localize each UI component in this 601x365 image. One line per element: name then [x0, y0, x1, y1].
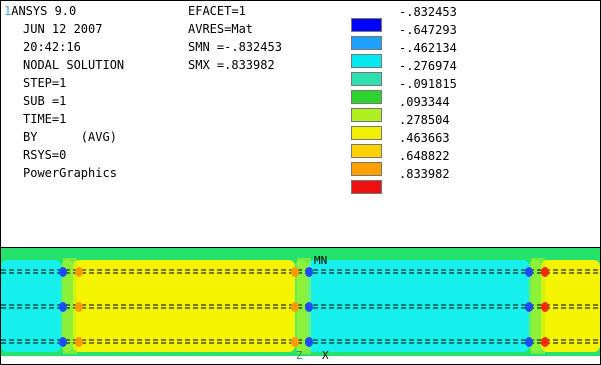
- info-smx: SMX =.833982: [188, 58, 275, 72]
- info-efacet: EFACET=1: [188, 4, 246, 18]
- legend-swatch: [351, 108, 382, 122]
- info-rsys: RSYS=0: [23, 148, 67, 162]
- info-avres: AVRES=Mat: [188, 22, 254, 36]
- contour-hotspot: [541, 267, 549, 277]
- legend-value: .093344: [399, 95, 450, 109]
- contour-hotspot: [541, 302, 549, 312]
- info-averaging: BY (AVG): [23, 130, 117, 144]
- info-time: 20:42:16: [23, 40, 81, 54]
- legend-value: -.647293: [399, 23, 457, 37]
- axis-z-label: Z: [296, 349, 303, 362]
- legend-value: -.276974: [399, 59, 457, 73]
- contour-hotspot: [305, 337, 313, 347]
- nodal-solution-plot: MN Z X: [1, 248, 600, 364]
- legend-swatch: [351, 162, 382, 176]
- contour-transition: [297, 258, 311, 354]
- legend-swatch: [351, 18, 382, 32]
- contour-hotspot: [59, 337, 67, 347]
- contour-hotspot: [291, 267, 299, 277]
- contour-hotspot: [525, 337, 533, 347]
- contour-hotspot: [291, 337, 299, 347]
- plot-bottom-strip: [1, 356, 600, 364]
- contour-hotspot: [75, 337, 83, 347]
- contour-hotspot: [75, 267, 83, 277]
- info-powergraphics: PowerGraphics: [23, 166, 117, 180]
- min-marker-label: MN: [314, 254, 328, 267]
- contour-plot-canvas: [1, 248, 600, 364]
- contour-transition: [531, 258, 545, 354]
- title-line: 1ANSYS 9.0: [4, 4, 76, 18]
- axis-x-label: X: [322, 349, 329, 362]
- legend-swatch: [351, 72, 382, 86]
- contour-band: [307, 260, 529, 352]
- window-number: 1: [4, 4, 12, 18]
- legend-swatch: [351, 144, 382, 158]
- legend-swatch: [351, 180, 382, 194]
- legend-value: -.462134: [399, 41, 457, 55]
- info-step: STEP=1: [23, 76, 67, 90]
- legend-value: -.832453: [399, 5, 457, 19]
- contour-transition: [63, 258, 77, 354]
- info-smn: SMN =-.832453: [188, 40, 282, 54]
- legend-value: .648822: [399, 149, 450, 163]
- plot-info-panel: 1ANSYS 9.0 JUN 12 2007 20:42:16 NODAL SO…: [1, 1, 600, 248]
- legend-swatch: [351, 36, 382, 50]
- legend-value: -.091815: [399, 77, 457, 91]
- contour-band: [1, 260, 61, 352]
- info-date: JUN 12 2007: [23, 22, 103, 36]
- contour-hotspot: [59, 267, 67, 277]
- program-name: ANSYS 9.0: [11, 4, 77, 18]
- contour-hotspot: [291, 302, 299, 312]
- info-time-value: TIME=1: [23, 112, 67, 126]
- legend-swatch: [351, 90, 382, 104]
- contour-hotspot: [305, 267, 313, 277]
- contour-hotspot: [75, 302, 83, 312]
- contour-hotspot: [525, 267, 533, 277]
- legend-swatch: [351, 126, 382, 140]
- contour-hotspot: [525, 302, 533, 312]
- contour-band: [541, 260, 600, 352]
- contour-hotspot: [541, 337, 549, 347]
- legend-value: .278504: [399, 113, 450, 127]
- contour-band: [73, 260, 295, 352]
- legend-value: .463663: [399, 131, 450, 145]
- contour-hotspot: [305, 302, 313, 312]
- legend-swatch: [351, 54, 382, 68]
- info-substep: SUB =1: [23, 94, 67, 108]
- legend-value: .833982: [399, 167, 450, 181]
- info-solution-type: NODAL SOLUTION: [23, 58, 125, 72]
- contour-hotspot: [59, 302, 67, 312]
